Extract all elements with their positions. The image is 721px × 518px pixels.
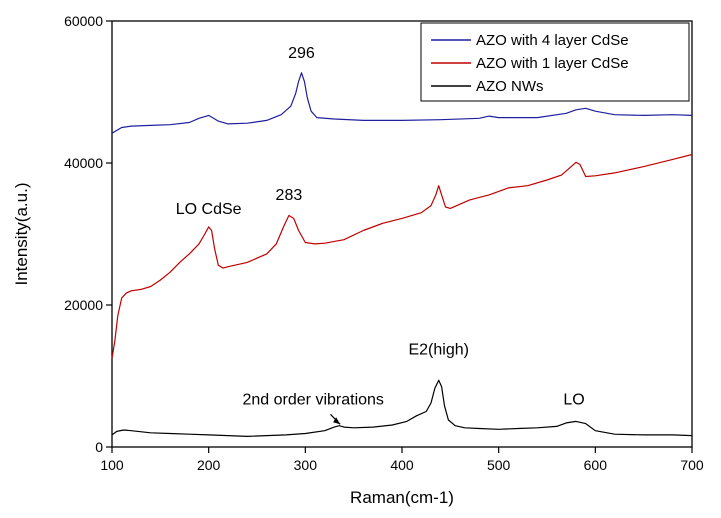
- legend-label: AZO with 4 layer CdSe: [476, 32, 629, 49]
- y-tick-label: 40000: [64, 155, 103, 171]
- annotation-label: LO: [563, 391, 584, 408]
- annotation-label: 2nd order vibrations: [243, 391, 384, 408]
- legend-label: AZO with 1 layer CdSe: [476, 55, 629, 72]
- x-tick-label: 100: [100, 457, 124, 473]
- series-line-2: [111, 153, 693, 359]
- x-tick-label: 300: [294, 457, 318, 473]
- y-tick-label: 20000: [64, 297, 103, 313]
- x-axis-title: Raman(cm-1): [350, 488, 454, 507]
- annotation-arrow: [330, 413, 341, 425]
- series-line-1: [111, 72, 693, 134]
- legend: AZO with 4 layer CdSe AZO with 1 layer Cd…: [420, 22, 690, 102]
- legend-box: [420, 22, 690, 102]
- y-tick-label: 0: [95, 439, 103, 455]
- series-line-3: [111, 379, 693, 437]
- annotation-label: 283: [276, 187, 303, 204]
- annotation-label: 296: [288, 45, 315, 62]
- annotation-label: E2(high): [408, 342, 468, 359]
- annotation-label: LO CdSe: [176, 201, 242, 218]
- x-tick-label: 700: [680, 457, 704, 473]
- legend-label: AZO NWs: [476, 78, 544, 95]
- y-axis-title: Intensity(a.u.): [12, 183, 31, 286]
- x-tick-label: 400: [390, 457, 414, 473]
- x-tick-label: 600: [584, 457, 608, 473]
- x-tick-label: 200: [197, 457, 221, 473]
- x-tick-label: 500: [487, 457, 511, 473]
- y-tick-label: 60000: [64, 13, 103, 29]
